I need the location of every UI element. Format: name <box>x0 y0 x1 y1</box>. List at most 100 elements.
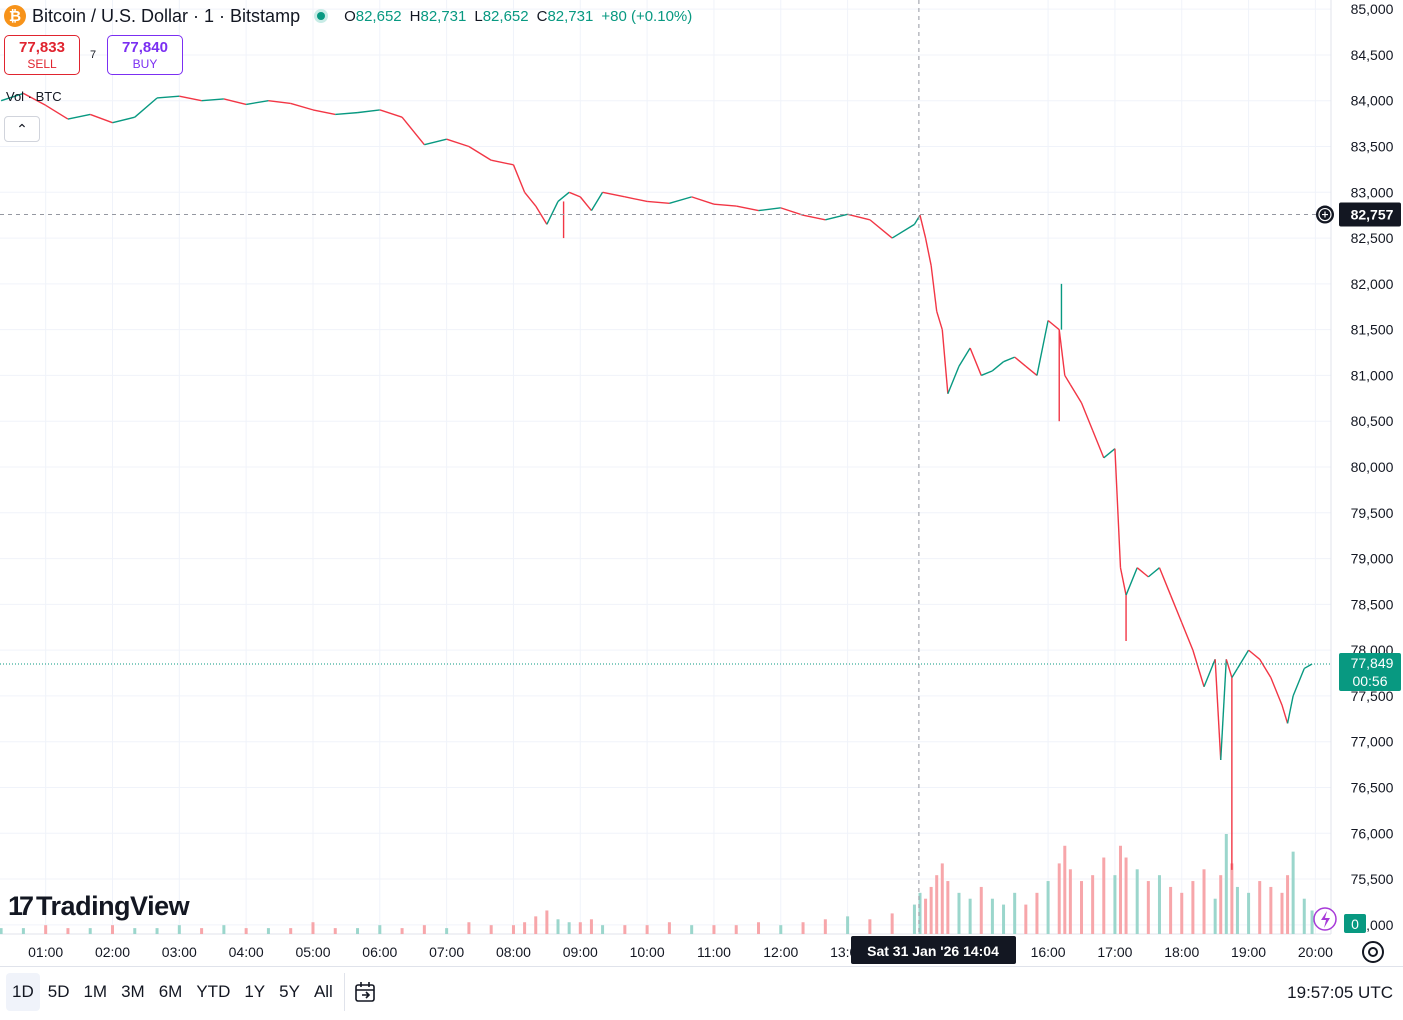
volume-bar <box>601 925 605 934</box>
price-segment <box>1103 448 1116 459</box>
collapse-indicators-button[interactable]: ⌃ <box>4 116 40 142</box>
volume-bar <box>1102 857 1106 934</box>
volume-bar <box>757 922 761 934</box>
range-button-1y[interactable]: 1Y <box>244 982 266 1001</box>
volume-bar <box>868 919 872 934</box>
time-tick-label: 02:00 <box>95 944 130 960</box>
range-button-5d[interactable]: 5D <box>47 982 70 1001</box>
volume-bar <box>667 922 671 934</box>
volume-bar <box>523 922 527 934</box>
price-segment <box>1003 356 1015 363</box>
price-segment <box>1181 622 1194 651</box>
volume-bar <box>1247 892 1251 934</box>
tradingview-logo[interactable]: 17 TradingView <box>8 891 190 922</box>
close-label: C <box>536 7 548 25</box>
volume-bar <box>21 928 25 934</box>
price-segment <box>1125 567 1138 596</box>
price-segment <box>602 191 625 198</box>
price-segment <box>1303 663 1313 670</box>
price-chart[interactable]: 85,000 84,500 84,000 83,500 83,000 82,500 82,0… <box>0 0 1403 966</box>
price-segment <box>89 113 113 124</box>
volume-indicator-label[interactable]: Vol · BTC <box>6 89 62 104</box>
price-segment <box>446 138 470 148</box>
price-segment <box>1192 649 1205 687</box>
range-button-1m[interactable]: 1M <box>83 982 108 1001</box>
change-value: +80 (+0.10%) <box>601 7 693 25</box>
volume-bar <box>222 925 226 934</box>
symbol-title[interactable]: Bitcoin / U.S. Dollar · 1 · Bitstamp <box>32 5 301 26</box>
range-button-3m[interactable]: 3M <box>121 982 145 1001</box>
price-tick-label: 80,500 <box>1351 413 1394 429</box>
volume-bar <box>1191 881 1195 934</box>
range-button-all[interactable]: All <box>313 982 333 1001</box>
time-tick-label: 19:00 <box>1231 944 1266 960</box>
range-button-1d[interactable]: 1D <box>6 973 40 1011</box>
sell-button[interactable]: 77,833 SELL <box>4 35 80 75</box>
volume-bar <box>110 925 114 934</box>
volume-bar <box>890 913 894 934</box>
price-segment <box>1058 329 1066 376</box>
volume-bar <box>1124 857 1128 934</box>
price-segment <box>201 98 224 102</box>
range-button-6m[interactable]: 6M <box>158 982 183 1001</box>
price-segment <box>1064 375 1071 385</box>
time-axis[interactable]: 01:00 02:00 03:00 04:00 05:00 06:00 07:00 08:00… <box>28 944 1333 960</box>
volume-bar <box>940 863 944 934</box>
symbol-header[interactable]: ₿ Bitcoin / U.S. Dollar · 1 · Bitstamp O… <box>4 4 692 28</box>
chart-settings-icon[interactable] <box>1362 941 1384 963</box>
buy-button[interactable]: 77,840 BUY <box>107 35 183 75</box>
time-tick-label: 16:00 <box>1031 944 1066 960</box>
price-segment <box>958 347 971 367</box>
price-segment <box>0 92 24 102</box>
crosshair <box>0 0 1331 934</box>
price-axis[interactable]: 85,000 84,500 84,000 83,500 83,000 82,500 82,0… <box>1351 1 1394 933</box>
volume-bar <box>289 928 293 934</box>
grid-lines <box>0 0 1331 934</box>
price-segment <box>647 200 670 204</box>
price-segment <box>1036 320 1049 376</box>
price-tick-label: 76,500 <box>1351 779 1394 795</box>
volume-bar <box>645 925 649 934</box>
price-segment <box>980 370 993 377</box>
volume-bar <box>918 892 922 934</box>
price-segment <box>290 102 314 111</box>
price-tick-label: 79,000 <box>1351 551 1394 567</box>
price-segment <box>780 207 804 216</box>
volume-bar <box>823 919 827 934</box>
price-segment <box>156 95 180 99</box>
volume-bar <box>1113 875 1117 934</box>
price-segment <box>936 311 943 330</box>
price-segment <box>825 213 848 221</box>
volume-bar <box>88 928 92 934</box>
price-segment <box>1119 567 1127 596</box>
volume-bar <box>1035 892 1039 934</box>
price-segment <box>1270 677 1283 706</box>
volume-bar <box>1302 898 1306 934</box>
volume-bar <box>1013 892 1017 934</box>
time-tick-label: 10:00 <box>630 944 665 960</box>
volume-bar <box>1280 892 1284 934</box>
range-button-ytd[interactable]: YTD <box>196 982 231 1001</box>
price-segment <box>312 109 336 116</box>
buy-price: 77,840 <box>122 39 168 56</box>
volume-bar <box>445 928 449 934</box>
countdown-label: 00:56 <box>1352 673 1387 689</box>
volume-bar <box>1219 875 1223 934</box>
price-segment <box>1047 319 1060 331</box>
price-segment <box>941 329 949 394</box>
volume-bar <box>1180 892 1184 934</box>
price-segment <box>246 100 269 106</box>
volume-bar <box>968 898 972 934</box>
go-to-date-button[interactable] <box>344 973 385 1011</box>
price-segment <box>1225 659 1233 678</box>
volume-bar <box>511 925 515 934</box>
price-segment <box>624 196 648 203</box>
utc-clock[interactable]: 19:57:05 UTC <box>1287 983 1393 1002</box>
volume-bar <box>1057 863 1061 934</box>
price-segment <box>179 95 202 102</box>
volume-bar <box>929 886 933 934</box>
price-tick-label: 78,500 <box>1351 596 1394 612</box>
price-segment <box>691 196 715 205</box>
range-button-5y[interactable]: 5Y <box>279 982 300 1001</box>
volume-bar <box>66 928 70 934</box>
